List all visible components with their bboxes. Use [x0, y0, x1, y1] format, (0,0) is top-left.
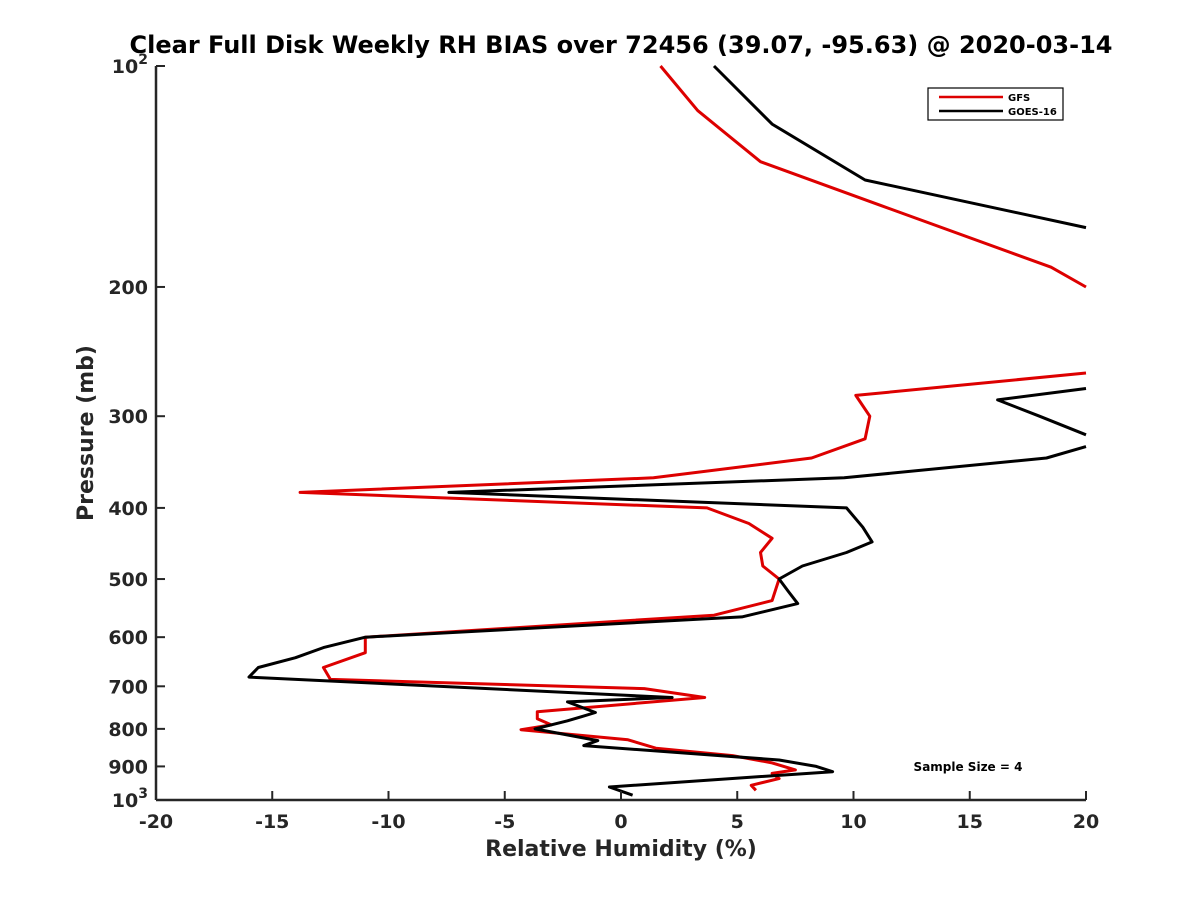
x-tick-label: 5	[731, 811, 744, 833]
y-tick-label: 800	[108, 719, 148, 741]
series-line-goes-16-2	[996, 387, 1087, 437]
x-tick-label: -5	[494, 811, 515, 833]
y-tick-label: 600	[108, 627, 148, 649]
series-line-goes-16-1	[712, 64, 1087, 230]
x-axis-label: Relative Humidity (%)	[485, 837, 757, 862]
y-axis-label: Pressure (mb)	[74, 345, 99, 521]
y-tick-label: 200	[108, 277, 148, 299]
x-tick-label: 15	[957, 811, 983, 833]
x-tick-label: -10	[371, 811, 405, 833]
y-tick-label: 700	[108, 676, 148, 698]
legend-label-gfs: GFS	[1008, 93, 1030, 104]
axes-layer: -20 -15 -10 -5 0 5 10 15 20 102 200 300 400 500 600 700…	[108, 52, 1099, 833]
y-tick-label: 400	[108, 498, 148, 520]
y-tick-label: 300	[108, 406, 148, 428]
series-line-gfs-1	[659, 65, 1087, 289]
y-tick-label: 500	[108, 569, 148, 591]
x-tick-label: 0	[614, 811, 627, 833]
y-tick-label: 900	[108, 756, 148, 778]
legend-label-goes-16: GOES-16	[1008, 107, 1057, 118]
legend: GFS GOES-16	[927, 87, 1064, 121]
series-line-goes-16-3	[247, 445, 1087, 797]
chart-title: Clear Full Disk Weekly RH BIAS over 7245…	[130, 31, 1113, 59]
sample-size-annotation: Sample Size = 4	[914, 760, 1023, 774]
y-tick-label: 102	[112, 52, 148, 78]
plot-area	[156, 66, 1086, 800]
y-tick-label: 103	[112, 786, 148, 812]
x-tick-label: -20	[139, 811, 173, 833]
series-layer	[247, 64, 1087, 797]
x-tick-label: -15	[255, 811, 289, 833]
legend-box	[927, 87, 1064, 121]
x-tick-label: 10	[840, 811, 866, 833]
x-tick-label: 20	[1073, 811, 1099, 833]
